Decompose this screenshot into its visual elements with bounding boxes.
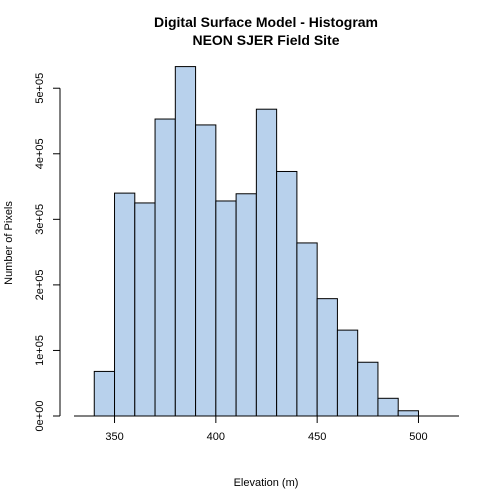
x-tick-label-400: 400 <box>207 431 225 443</box>
histogram-bar-390-400 <box>195 124 217 417</box>
chart-title-line-2: NEON SJER Field Site <box>192 32 339 48</box>
histogram-bar-360-370 <box>134 202 156 417</box>
histogram-bar-400-410 <box>215 200 237 417</box>
y-tick-label-1: 1e+05 <box>34 335 46 366</box>
histogram-bar-470-480 <box>357 361 379 417</box>
histogram-bar-430-440 <box>276 170 298 417</box>
histogram-bar-340-350 <box>93 370 116 417</box>
histogram-bar-460-470 <box>336 329 359 417</box>
histogram-bar-490-500 <box>397 410 419 417</box>
y-axis-label: Number of Pixels <box>3 201 15 285</box>
histogram-bar-350-360 <box>114 192 136 417</box>
histogram-bar-380-390 <box>174 66 197 417</box>
histogram-bar-440-450 <box>296 242 318 417</box>
histogram-bar-370-380 <box>154 118 176 417</box>
x-axis-label: Elevation (m) <box>234 477 299 489</box>
bars-group <box>93 66 419 417</box>
y-tick-label-5: 5e+05 <box>34 73 46 104</box>
y-axis: 0e+00 1e+05 2e+05 3e+05 4e+05 5e+05 <box>34 73 61 432</box>
y-tick-label-0: 0e+00 <box>34 401 46 432</box>
histogram-bar-410-420 <box>235 193 257 417</box>
chart-title-line-1: Digital Surface Model - Histogram <box>154 14 378 30</box>
y-tick-label-3: 3e+05 <box>34 204 46 235</box>
y-tick-label-2: 2e+05 <box>34 269 46 300</box>
x-tick-label-350: 350 <box>105 431 123 443</box>
x-tick-label-500: 500 <box>409 431 427 443</box>
x-tick-label-450: 450 <box>308 431 326 443</box>
x-axis: 350 400 450 500 <box>74 415 459 443</box>
y-tick-label-4: 4e+05 <box>34 138 46 169</box>
histogram-bar-480-490 <box>377 397 399 417</box>
histogram-bar-420-430 <box>255 108 278 417</box>
histogram-bar-450-460 <box>316 298 338 417</box>
